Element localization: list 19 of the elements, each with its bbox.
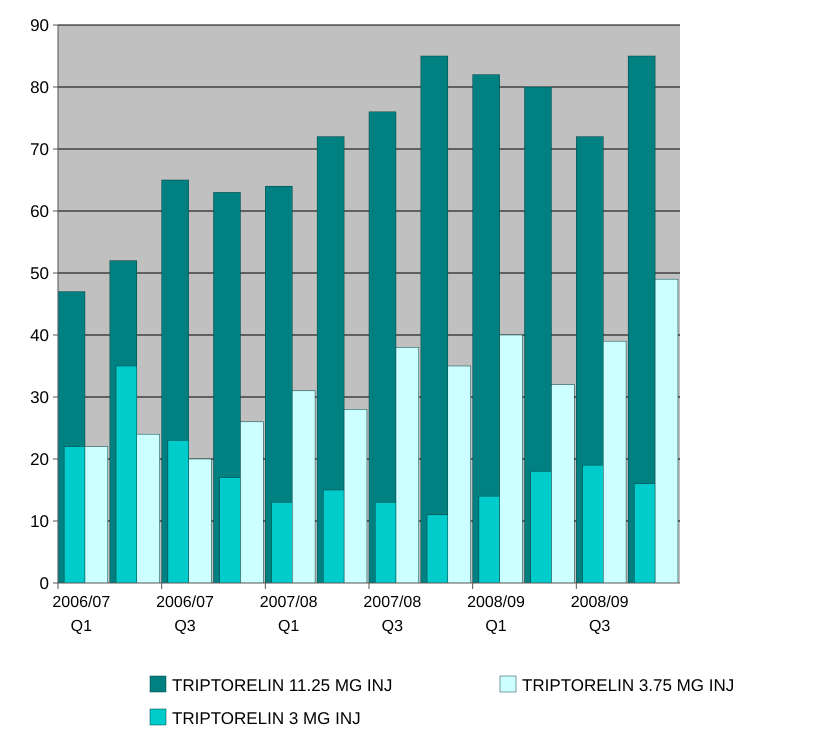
y-tick-label: 70 — [30, 140, 49, 159]
y-tick-label: 0 — [40, 574, 49, 593]
y-tick-label: 60 — [30, 202, 49, 221]
legend-label: TRIPTORELIN 11.25 MG INJ — [172, 676, 392, 695]
x-tick-label: 2008/09 Q3 — [570, 594, 629, 635]
x-tick-label: 2007/08 Q1 — [260, 594, 318, 635]
x-tick-label: 2007/08 Q3 — [363, 594, 422, 635]
y-tick-label: 40 — [30, 326, 49, 345]
y-tick-label: 10 — [30, 512, 49, 531]
y-tick-label: 50 — [30, 264, 49, 283]
x-tick-label: 2006/07 Q1 — [52, 594, 110, 635]
y-tick-label: 30 — [30, 388, 49, 407]
y-tick-label: 20 — [30, 450, 49, 469]
legend-label: TRIPTORELIN 3.75 MG INJ — [522, 676, 734, 695]
x-tick-label: 2008/09 Q1 — [467, 594, 526, 635]
y-tick-label: 90 — [30, 16, 49, 35]
legend-label: TRIPTORELIN 3 MG INJ — [172, 708, 361, 728]
y-tick-label: 80 — [30, 78, 49, 97]
x-tick-label: 2006/07 Q3 — [156, 594, 214, 635]
